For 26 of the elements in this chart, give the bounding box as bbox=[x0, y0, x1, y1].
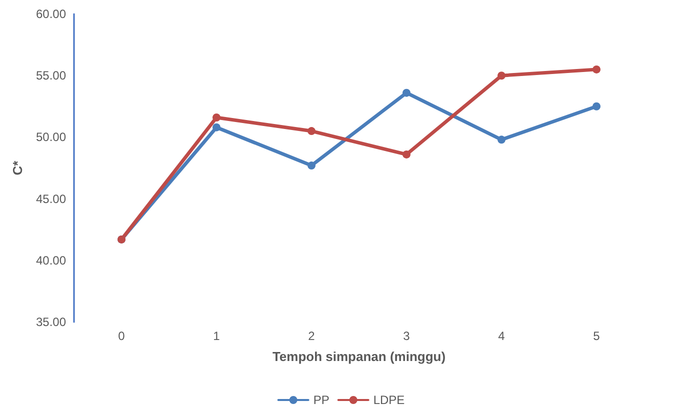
legend-label: PP bbox=[313, 393, 330, 407]
x-axis-title: Tempoh simpanan (minggu) bbox=[272, 349, 446, 364]
x-tick-label: 3 bbox=[403, 329, 410, 343]
point bbox=[308, 127, 316, 136]
x-tick-label: 1 bbox=[213, 329, 220, 343]
y-tick-label: 45.00 bbox=[36, 192, 66, 206]
point bbox=[212, 113, 220, 122]
y-axis-title: C* bbox=[10, 160, 25, 176]
point bbox=[592, 102, 600, 110]
x-tick-label: 5 bbox=[593, 329, 600, 343]
y-tick-label: 60.00 bbox=[36, 7, 66, 21]
point bbox=[592, 65, 600, 74]
point bbox=[212, 123, 220, 132]
y-tick-label: 50.00 bbox=[36, 130, 66, 144]
point bbox=[402, 88, 410, 97]
point bbox=[498, 72, 506, 80]
x-tick-label: 2 bbox=[308, 329, 316, 343]
y-tick-label: 35.00 bbox=[36, 315, 66, 329]
point bbox=[308, 162, 316, 170]
y-tick-label: 55.00 bbox=[36, 68, 66, 83]
x-tick-label: 4 bbox=[498, 329, 506, 343]
point bbox=[402, 150, 410, 158]
point bbox=[498, 136, 506, 144]
legend-label: LDPE bbox=[373, 393, 405, 407]
y-tick-label: 40.00 bbox=[36, 253, 66, 268]
x-tick-label: 0 bbox=[118, 329, 126, 343]
